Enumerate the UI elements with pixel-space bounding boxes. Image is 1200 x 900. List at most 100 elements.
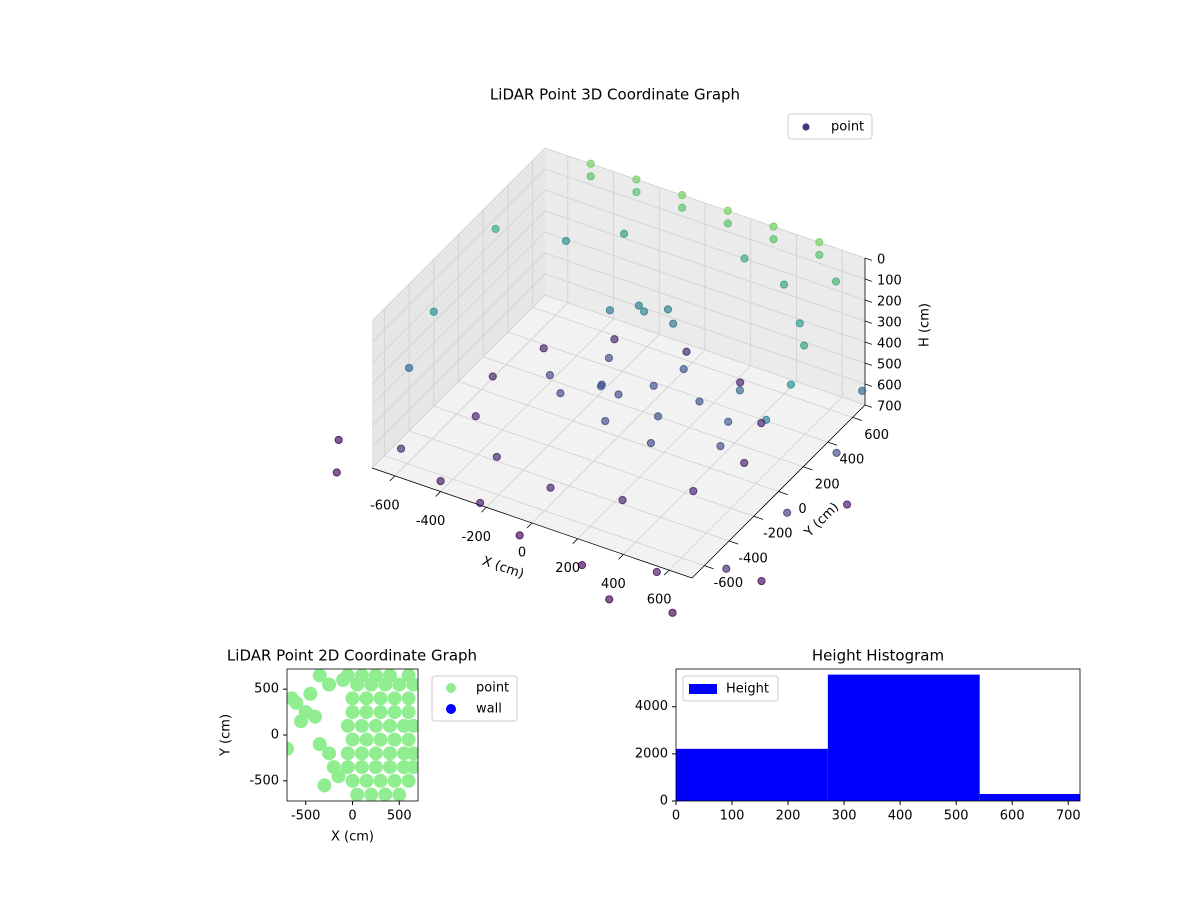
- point: [392, 787, 407, 801]
- grid-line: [544, 168, 866, 280]
- grid-line: [408, 430, 730, 542]
- grid-line: [384, 455, 705, 567]
- point: [545, 371, 555, 380]
- point: [401, 732, 416, 747]
- point: [679, 364, 688, 374]
- plot-area: [287, 669, 418, 801]
- point: [577, 561, 587, 570]
- axes-frame: [675, 668, 1081, 802]
- tick-mark: [663, 569, 670, 576]
- grid-line: [532, 306, 853, 418]
- point: [610, 335, 619, 344]
- grid-line: [544, 273, 866, 385]
- tick-mark: [704, 565, 714, 570]
- x-axis-label: X (cm): [331, 830, 374, 845]
- point: [740, 254, 749, 263]
- point: [392, 677, 407, 692]
- grid-line: [507, 331, 829, 443]
- tick-mark: [864, 362, 872, 366]
- point: [779, 280, 789, 289]
- x-tick-label: 400: [888, 809, 913, 824]
- x-tick-label: 400: [601, 577, 626, 592]
- point: [491, 224, 500, 234]
- bar: [827, 674, 980, 801]
- x-tick-label: 600: [647, 593, 672, 608]
- point: [786, 380, 795, 389]
- tick-mark: [526, 522, 533, 529]
- point: [332, 468, 341, 477]
- grid-line: [544, 147, 866, 259]
- point: [354, 746, 369, 761]
- point: [404, 363, 414, 373]
- point: [387, 773, 402, 788]
- point: [340, 760, 355, 775]
- bar: [979, 793, 1080, 801]
- point: [387, 705, 402, 720]
- point: [601, 416, 610, 426]
- point: [368, 669, 383, 683]
- z-tick-label: 0: [877, 253, 885, 268]
- grid-line: [544, 294, 866, 406]
- point: [322, 677, 337, 692]
- y-tick-label: 0: [271, 728, 279, 743]
- point: [312, 737, 327, 752]
- point: [515, 531, 524, 540]
- tick-mark: [803, 466, 813, 471]
- point: [668, 608, 677, 617]
- point: [345, 732, 360, 747]
- x-tick-label: -600: [370, 498, 400, 513]
- point: [646, 438, 656, 448]
- tick-mark: [852, 416, 862, 421]
- point: [604, 353, 614, 363]
- point: [546, 483, 555, 492]
- point: [723, 206, 732, 215]
- point: [345, 773, 360, 788]
- point: [303, 686, 318, 701]
- point: [689, 486, 698, 496]
- point: [401, 669, 416, 683]
- point: [350, 787, 365, 801]
- point: [406, 760, 418, 775]
- x-tick-label: 600: [1000, 809, 1025, 824]
- y-tick-label: -500: [249, 773, 279, 788]
- x-tick-label: -400: [416, 514, 446, 529]
- point: [618, 496, 627, 505]
- point: [331, 769, 346, 784]
- point: [561, 236, 571, 246]
- z-tick-label: 600: [877, 379, 902, 394]
- tick-mark: [864, 341, 872, 345]
- tick-mark: [481, 507, 487, 513]
- point: [556, 389, 565, 398]
- x-tick-label: 200: [555, 561, 580, 576]
- tick-mark: [864, 278, 872, 282]
- axis-line: [371, 467, 693, 579]
- legend-box: [682, 675, 779, 702]
- grid-line: [544, 189, 866, 301]
- legend-label: wall: [476, 702, 502, 717]
- y-tick-label: 600: [864, 428, 889, 443]
- point: [336, 673, 351, 687]
- point: [382, 669, 397, 683]
- tick-mark: [389, 475, 396, 482]
- point: [653, 412, 663, 421]
- tick-mark: [435, 491, 441, 497]
- x-tick-label: 0: [672, 809, 680, 824]
- tick-mark: [827, 441, 838, 446]
- z-tick-label: 200: [877, 295, 902, 310]
- grid-line: [371, 273, 546, 448]
- point: [373, 705, 388, 720]
- grid-line: [371, 147, 546, 322]
- x-tick-label: 0: [348, 809, 356, 824]
- point: [359, 705, 374, 720]
- point: [634, 301, 643, 310]
- point: [368, 718, 383, 733]
- chart-title: LiDAR Point 3D Coordinate Graph: [490, 86, 740, 104]
- point: [354, 669, 369, 683]
- y-tick-label: 4000: [635, 699, 668, 714]
- point: [736, 378, 745, 387]
- bar: [676, 748, 828, 801]
- point: [406, 746, 418, 761]
- point: [605, 306, 614, 315]
- point: [652, 567, 661, 577]
